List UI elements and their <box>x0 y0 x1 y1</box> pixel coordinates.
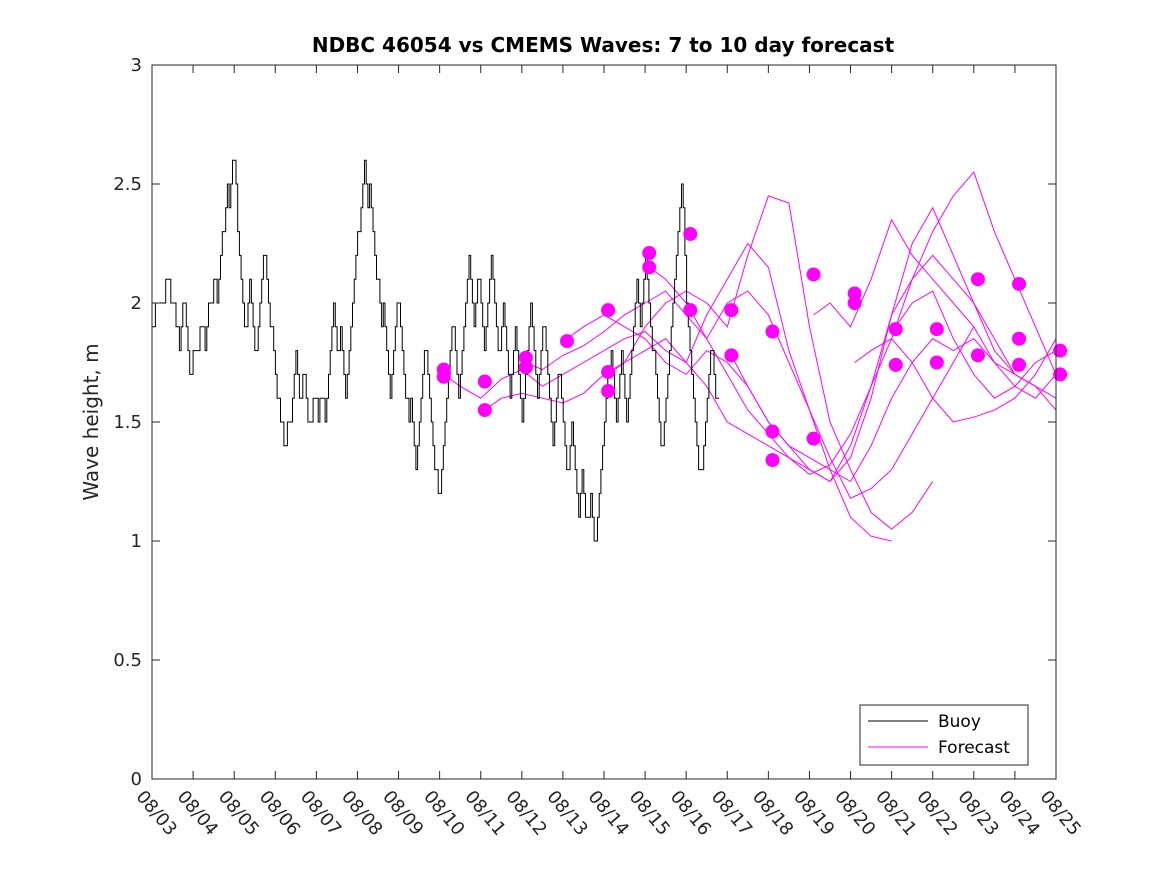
forecast-marker <box>929 355 944 370</box>
forecast-run-line <box>854 338 1057 423</box>
forecast-marker <box>642 246 657 261</box>
y-tick-label: 3 <box>131 55 142 76</box>
forecast-run-line <box>525 290 975 499</box>
forecast-marker <box>765 324 780 339</box>
legend-label-buoy: Buoy <box>938 712 981 732</box>
y-tick-label: 2.5 <box>113 174 142 195</box>
y-tick-label: 1.5 <box>113 412 142 433</box>
forecast-marker <box>847 296 862 310</box>
forecast-marker <box>683 303 698 318</box>
forecast-run-line <box>895 290 1057 399</box>
forecast-marker <box>1053 343 1068 358</box>
forecast-marker <box>970 348 985 363</box>
chart-title: NDBC 46054 vs CMEMS Waves: 7 to 10 day f… <box>312 33 895 57</box>
forecast-marker <box>560 334 575 349</box>
y-axis-label: Wave height, m <box>79 343 103 500</box>
forecast-marker <box>724 348 739 363</box>
forecast-marker <box>806 267 821 282</box>
forecast-marker <box>970 272 985 287</box>
y-tick-label: 0 <box>131 769 142 790</box>
forecast-marker <box>518 360 533 375</box>
forecast-marker <box>601 303 616 318</box>
marker-layer <box>436 226 1068 468</box>
forecast-marker <box>642 260 657 275</box>
forecast-marker <box>765 453 780 468</box>
forecast-marker <box>929 322 944 337</box>
y-tick-label: 0.5 <box>113 650 142 671</box>
legend-box <box>859 704 1029 766</box>
y-axis: 0 0.5 1 1.5 2 2.5 3 <box>113 55 1056 790</box>
forecast-marker <box>888 322 903 337</box>
forecast-marker <box>1053 367 1068 382</box>
forecast-marker <box>1012 276 1027 291</box>
forecast-marker <box>724 303 739 318</box>
forecast-marker <box>477 403 492 418</box>
forecast-marker <box>683 226 698 241</box>
y-tick-label: 2 <box>131 293 142 314</box>
forecast-run-line <box>730 254 1057 483</box>
forecast-marker <box>765 424 780 439</box>
y-tick-label: 1 <box>131 531 142 552</box>
legend-label-forecast: Forecast <box>938 738 1010 758</box>
forecast-marker <box>436 369 451 384</box>
forecast-marker <box>601 384 616 399</box>
legend: Buoy Forecast <box>859 704 1029 766</box>
forecast-marker <box>1012 331 1027 346</box>
forecast-marker <box>806 431 821 446</box>
forecast-marker <box>477 374 492 389</box>
forecast-marker <box>888 357 903 372</box>
forecast-run-line <box>443 242 892 542</box>
forecast-marker <box>601 365 616 380</box>
forecast-marker <box>1012 357 1027 372</box>
